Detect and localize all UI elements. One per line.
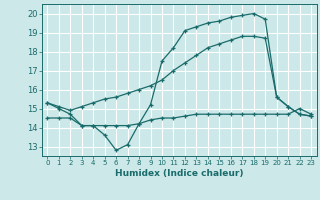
X-axis label: Humidex (Indice chaleur): Humidex (Indice chaleur)	[115, 169, 244, 178]
